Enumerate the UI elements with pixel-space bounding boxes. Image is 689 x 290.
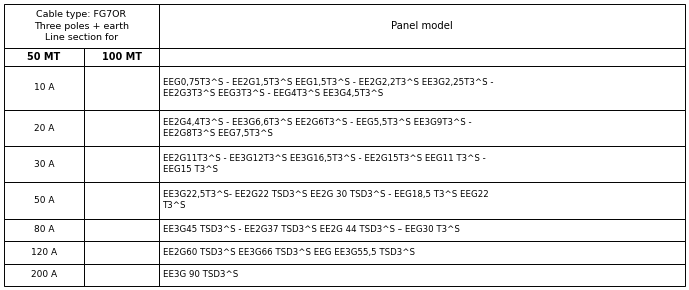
- Bar: [159, 218, 685, 241]
- Bar: [84, 241, 159, 264]
- Bar: [84, 110, 159, 146]
- Bar: [4, 182, 84, 218]
- Text: 30 A: 30 A: [34, 160, 54, 169]
- Bar: [4, 4, 159, 48]
- Bar: [159, 241, 685, 264]
- Bar: [4, 66, 84, 110]
- Text: Cable type: FG7OR
Three poles + earth
Line section for: Cable type: FG7OR Three poles + earth Li…: [34, 10, 129, 42]
- Text: Panel model: Panel model: [391, 21, 453, 31]
- Text: 80 A: 80 A: [34, 225, 54, 234]
- Text: 200 A: 200 A: [31, 270, 57, 279]
- Text: 50 A: 50 A: [34, 196, 54, 205]
- Bar: [159, 48, 685, 66]
- Bar: [4, 218, 84, 241]
- Text: 20 A: 20 A: [34, 124, 54, 133]
- Text: EE2G60 TSD3^S EE3G66 TSD3^S EEG EE3G55,5 TSD3^S: EE2G60 TSD3^S EE3G66 TSD3^S EEG EE3G55,5…: [163, 248, 415, 257]
- Text: EE3G22,5T3^S- EE2G22 TSD3^S EE2G 30 TSD3^S - EEG18,5 T3^S EEG22
T3^S: EE3G22,5T3^S- EE2G22 TSD3^S EE2G 30 TSD3…: [163, 191, 489, 211]
- Bar: [84, 182, 159, 218]
- Text: EE3G 90 TSD3^S: EE3G 90 TSD3^S: [163, 270, 238, 279]
- Bar: [84, 264, 159, 286]
- Bar: [4, 48, 84, 66]
- Bar: [159, 66, 685, 110]
- Text: EE2G4,4T3^S - EE3G6,6T3^S EE2G6T3^S - EEG5,5T3^S EE3G9T3^S -
EE2G8T3^S EEG7,5T3^: EE2G4,4T3^S - EE3G6,6T3^S EE2G6T3^S - EE…: [163, 118, 472, 138]
- Bar: [84, 66, 159, 110]
- Bar: [4, 264, 84, 286]
- Bar: [159, 110, 685, 146]
- Bar: [159, 182, 685, 218]
- Bar: [4, 241, 84, 264]
- Bar: [159, 4, 685, 48]
- Bar: [4, 110, 84, 146]
- Bar: [4, 146, 84, 182]
- Text: EE3G45 TSD3^S - EE2G37 TSD3^S EE2G 44 TSD3^S – EEG30 T3^S: EE3G45 TSD3^S - EE2G37 TSD3^S EE2G 44 TS…: [163, 225, 460, 234]
- Text: 120 A: 120 A: [31, 248, 57, 257]
- Text: 100 MT: 100 MT: [101, 52, 141, 62]
- Bar: [159, 146, 685, 182]
- Bar: [84, 48, 159, 66]
- Bar: [159, 264, 685, 286]
- Bar: [84, 218, 159, 241]
- Text: 10 A: 10 A: [34, 84, 54, 93]
- Text: EEG0,75T3^S - EE2G1,5T3^S EEG1,5T3^S - EE2G2,2T3^S EE3G2,25T3^S -
EE2G3T3^S EEG3: EEG0,75T3^S - EE2G1,5T3^S EEG1,5T3^S - E…: [163, 78, 493, 98]
- Text: EE2G11T3^S - EE3G12T3^S EE3G16,5T3^S - EE2G15T3^S EEG11 T3^S -
EEG15 T3^S: EE2G11T3^S - EE3G12T3^S EE3G16,5T3^S - E…: [163, 154, 486, 174]
- Text: 50 MT: 50 MT: [28, 52, 61, 62]
- Bar: [84, 146, 159, 182]
